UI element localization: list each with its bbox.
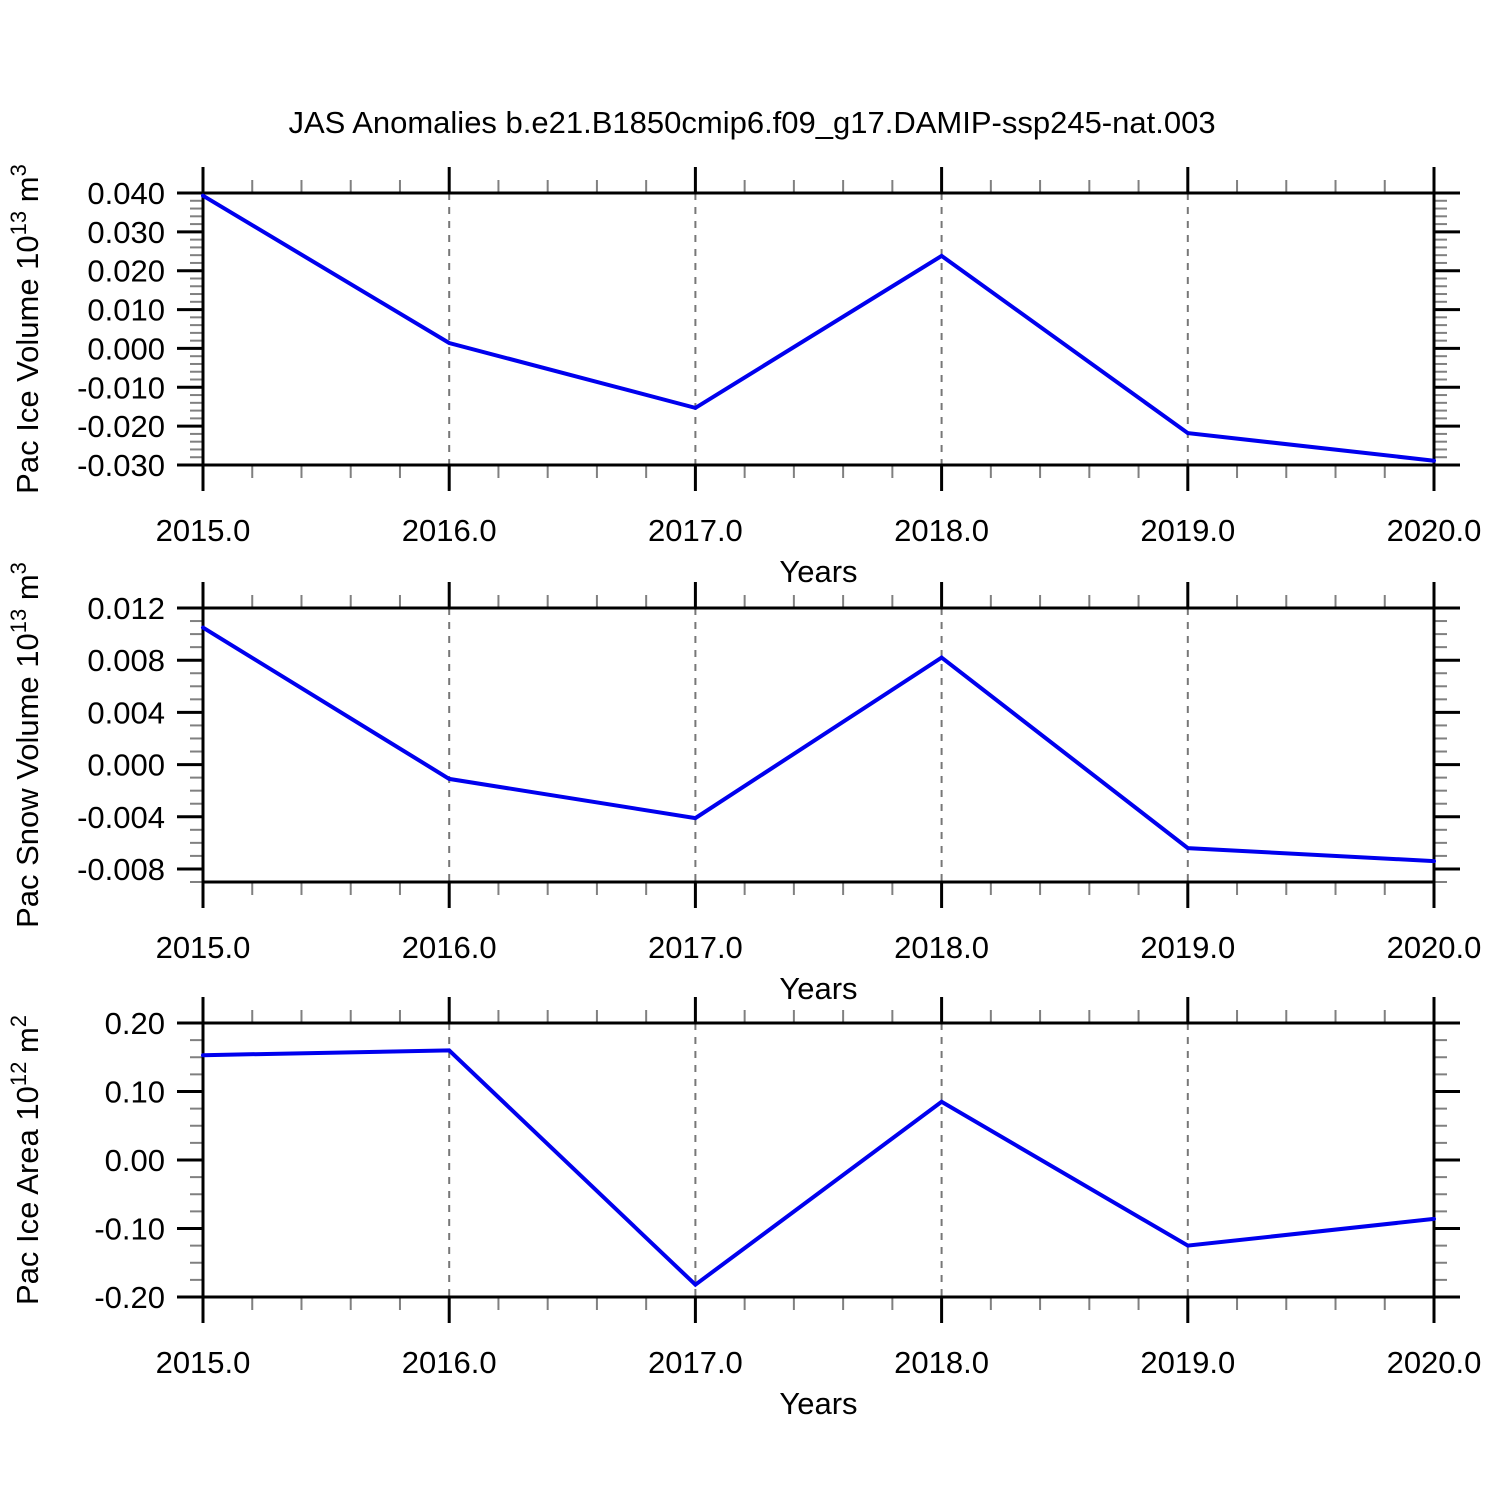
y-tick-label: -0.004	[77, 800, 165, 835]
y-tick-label: -0.020	[77, 409, 165, 444]
y-tick-label: 0.010	[87, 293, 165, 328]
chart-pac-ice-volume: 2015.0 2016.0 2017.0 2018.0 2019.0 2020.0 0.04…	[6, 164, 1481, 589]
y-tick-label: 0.000	[87, 331, 165, 366]
y-tick-label: -0.20	[94, 1280, 165, 1315]
x-tick-label: 2015.0	[156, 930, 251, 965]
x-tick-label: 2016.0	[402, 1345, 497, 1380]
y-tick-label: -0.010	[77, 370, 165, 405]
y-tick-label: 0.000	[87, 748, 165, 783]
chart-pac-ice-area: 2015.0 2016.0 2017.0 2018.0 2019.0 2020.0 0.20…	[6, 997, 1481, 1421]
y-axis-title: Pac Snow Volume 1013 m3	[6, 562, 45, 928]
plot-frame	[201, 1021, 1436, 1299]
x-tick-label: 2020.0	[1387, 1345, 1482, 1380]
plot-frame	[201, 606, 1436, 884]
x-tick-label: 2015.0	[156, 1345, 251, 1380]
x-axis-title: Years	[779, 1386, 857, 1421]
x-tick-label: 2017.0	[648, 513, 743, 548]
x-tick-label: 2019.0	[1140, 1345, 1235, 1380]
y-tick-label: 0.00	[105, 1143, 165, 1178]
chart-pac-snow-volume: 2015.0 2016.0 2017.0 2018.0 2019.0 2020.0 0.01…	[6, 562, 1481, 1006]
x-tick-label: 2019.0	[1140, 930, 1235, 965]
y-tick-label: 0.012	[87, 591, 165, 626]
y-tick-label: 0.10	[105, 1075, 165, 1110]
x-tick-label: 2019.0	[1140, 513, 1235, 548]
y-tick-label: 0.20	[105, 1006, 165, 1041]
data-line	[201, 625, 1436, 864]
y-tick-label: -0.10	[94, 1212, 165, 1247]
x-tick-label: 2017.0	[648, 930, 743, 965]
x-tick-label: 2020.0	[1387, 930, 1482, 965]
y-axis-title: Pac Ice Volume 1013 m3	[6, 164, 45, 494]
x-tick-label: 2015.0	[156, 513, 251, 548]
x-tick-label: 2018.0	[894, 1345, 989, 1380]
x-tick-label: 2018.0	[894, 513, 989, 548]
y-tick-label: -0.030	[77, 448, 165, 483]
y-tick-label: 0.040	[87, 176, 165, 211]
x-axis-title: Years	[779, 554, 857, 589]
x-tick-label: 2017.0	[648, 1345, 743, 1380]
x-tick-label: 2016.0	[402, 513, 497, 548]
plot-title: JAS Anomalies b.e21.B1850cmip6.f09_g17.D…	[288, 105, 1215, 140]
plot-frame	[201, 191, 1436, 467]
charts-root: 2015.0 2016.0 2017.0 2018.0 2019.0 2020.0 0.04…	[6, 164, 1481, 1421]
y-tick-label: 0.020	[87, 254, 165, 289]
y-tick-label: 0.004	[87, 695, 165, 730]
x-tick-label: 2020.0	[1387, 513, 1482, 548]
data-line	[201, 1048, 1436, 1288]
y-axis-title: Pac Ice Area 1012 m2	[6, 1015, 45, 1305]
y-tick-label: 0.008	[87, 643, 165, 678]
x-axis-title: Years	[779, 971, 857, 1006]
data-line	[201, 193, 1436, 463]
x-tick-label: 2018.0	[894, 930, 989, 965]
y-tick-label: 0.030	[87, 215, 165, 250]
y-tick-label: -0.008	[77, 852, 165, 887]
x-tick-label: 2016.0	[402, 930, 497, 965]
